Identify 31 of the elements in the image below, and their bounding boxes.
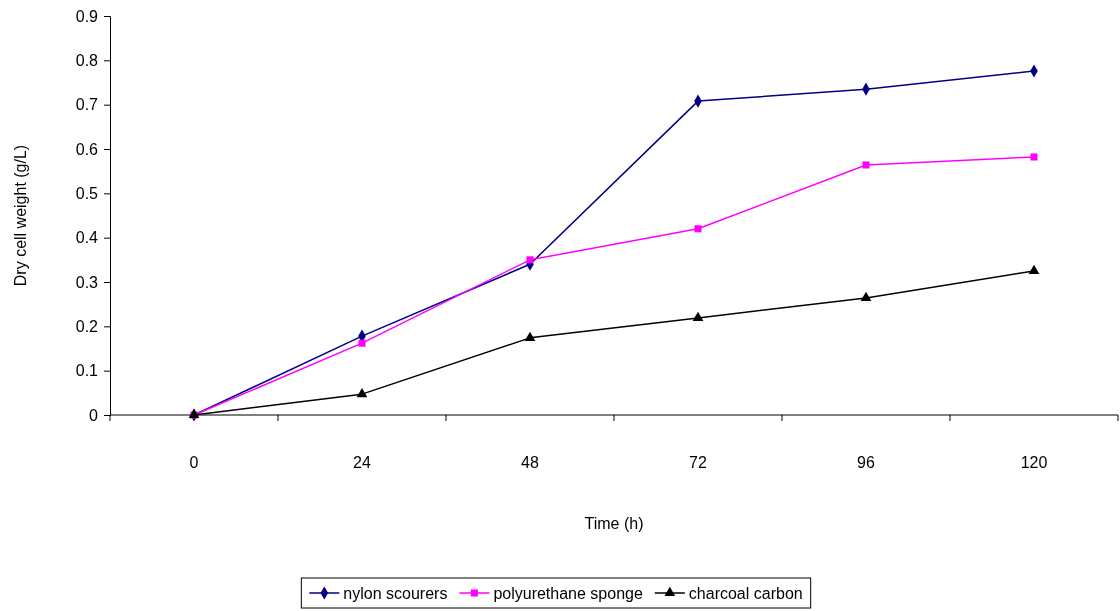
y-axis-title: Dry cell weight (g/L) — [12, 144, 29, 287]
y-tick-label: 0.9 — [75, 7, 99, 25]
y-tick-label: 0.3 — [75, 273, 99, 291]
point — [526, 256, 534, 264]
point — [692, 311, 704, 322]
y-tick-label: 0.4 — [75, 229, 99, 247]
point — [694, 225, 702, 233]
y-tick-label: 0.8 — [75, 51, 99, 69]
legend-label: nylon scourers — [343, 585, 448, 602]
y-tick-label: 0 — [89, 406, 99, 424]
x-axis-title: Time (h) — [584, 515, 644, 532]
x-tick-label: 48 — [521, 454, 539, 471]
point — [1028, 264, 1040, 275]
y-tick-label: 0.7 — [75, 96, 99, 114]
legend-label: polyurethane sponge — [493, 585, 643, 602]
legend-label: charcoal carbon — [688, 585, 803, 602]
y-tick-label: 0.1 — [75, 362, 99, 380]
x-tick-label: 120 — [1020, 454, 1048, 471]
x-tick-label: 96 — [857, 454, 875, 471]
point — [356, 387, 368, 398]
x-tick-label: 72 — [689, 454, 707, 471]
y-tick-label: 0.2 — [75, 317, 99, 335]
x-tick-label: 24 — [353, 454, 371, 471]
point — [524, 331, 536, 341]
point — [1030, 153, 1038, 161]
point — [860, 291, 872, 302]
x-tick-label: 0 — [189, 454, 199, 471]
point — [862, 161, 870, 169]
y-tick-label: 0.6 — [75, 140, 99, 158]
point — [358, 339, 366, 347]
y-tick-label: 0.5 — [75, 184, 99, 202]
